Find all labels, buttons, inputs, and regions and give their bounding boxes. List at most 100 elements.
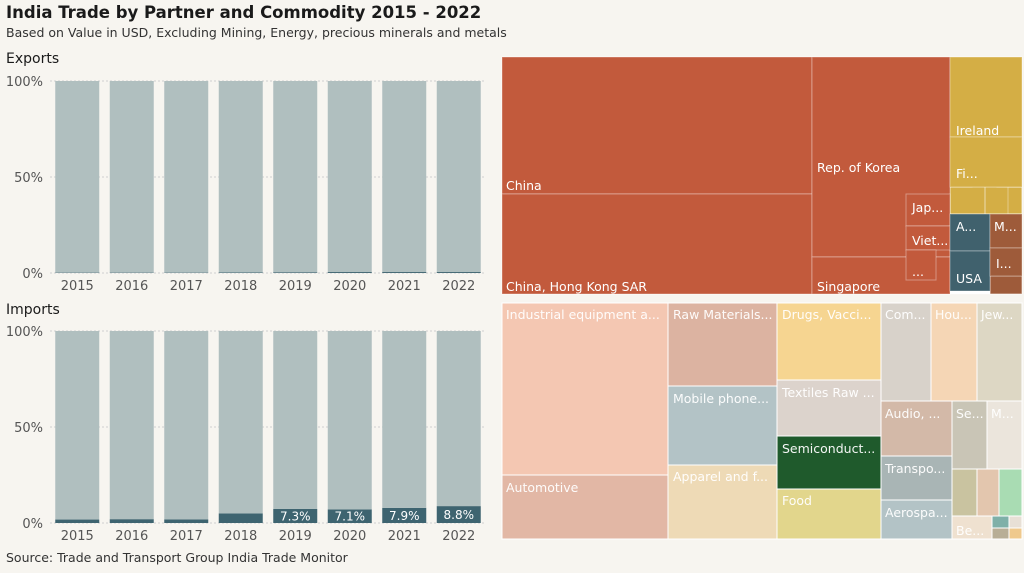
exports-bar-2018-s0 xyxy=(218,272,263,273)
partner-cell--7-label: ... xyxy=(912,264,924,279)
imports-x-tick-label: 2019 xyxy=(279,529,312,544)
imports-x-tick-label: 2021 xyxy=(388,529,421,544)
exports-x-tick-label: 2022 xyxy=(442,279,475,294)
imports-x-tick-label: 2020 xyxy=(333,529,366,544)
commodity-cell-jew-11-label: Jew... xyxy=(980,307,1013,322)
exports-y-tick-label: 0% xyxy=(22,267,43,282)
commodity-cell-m-14-label: M... xyxy=(991,406,1014,421)
partner-cell-i-14 xyxy=(989,247,1023,277)
imports-bar-2017-s0 xyxy=(164,519,209,523)
imports-bar-2015-s0 xyxy=(55,519,100,523)
imports-bar-2021-s0 xyxy=(382,507,427,523)
commodity-cell-mobile-phone-3-label: Mobile phone... xyxy=(673,391,769,406)
commodity-cell-hou-10-label: Hou... xyxy=(935,307,972,322)
partner-cell-china-1-label: China xyxy=(506,178,542,193)
commodity-cell-raw-materials-2-label: Raw Materials... xyxy=(673,307,772,322)
commodity-cell-food-8-label: Food xyxy=(782,493,812,508)
imports-x-tick-label: 2017 xyxy=(170,529,203,544)
partner-cell--7 xyxy=(905,249,937,281)
partner-cell-jap-5-label: Jap... xyxy=(911,200,943,215)
commodity-cell-industrial-equipment-a-0-label: Industrial equipment a... xyxy=(506,307,660,322)
page-title: India Trade by Partner and Commodity 201… xyxy=(6,3,482,22)
partner-cell-china-hong-kong-sar-2 xyxy=(501,193,813,295)
imports-x-tick-label: 2015 xyxy=(61,529,94,544)
exports-bar-2018-s1 xyxy=(218,81,263,273)
imports-bar-2022-s1 xyxy=(436,331,481,507)
imports-bar-2016-s1 xyxy=(109,331,154,520)
exports-x-tick-label: 2017 xyxy=(170,279,203,294)
exports-bar-2017-s1 xyxy=(164,81,209,273)
partner-cell-fi-10-label: Fi... xyxy=(956,166,978,181)
commodity-cell-apparel-and-f-4 xyxy=(667,464,778,540)
imports-bar-2019-s1 xyxy=(273,331,318,509)
commodity-cell-be-17-label: Be... xyxy=(956,523,984,538)
commodity-cell-drugs-vacci-5 xyxy=(776,302,882,381)
commodity-small-cell-0 xyxy=(951,468,978,517)
commodity-cell-apparel-and-f-4-label: Apparel and f... xyxy=(673,469,768,484)
exports-x-tick-label: 2020 xyxy=(333,279,366,294)
commodity-cell-textiles-raw-6-label: Textiles Raw ... xyxy=(781,385,875,400)
commodity-cell-industrial-equipment-a-0 xyxy=(501,302,669,476)
imports-bar-2022-s0 xyxy=(436,506,481,523)
imports-bar-2019-s0 xyxy=(273,508,318,523)
imports-data-label: 8.8% xyxy=(444,508,475,522)
commodity-cell-semiconduct-7 xyxy=(776,435,882,490)
commodity-cell-audio-12-label: Audio, ... xyxy=(885,406,940,421)
commodity-cell-aerospa-16-label: Aerospa... xyxy=(885,505,948,520)
commodity-small-cell-2 xyxy=(998,468,1023,517)
exports-chart-title: Exports xyxy=(6,51,60,67)
imports-y-tick-label: 50% xyxy=(14,421,43,436)
exports-bar-2020-s1 xyxy=(327,81,372,273)
exports-x-tick-label: 2019 xyxy=(279,279,312,294)
commodity-cell-food-8 xyxy=(776,488,882,540)
commodity-cell-semiconduct-7-label: Semiconduct... xyxy=(782,441,875,456)
imports-bar-2018-s0 xyxy=(218,513,263,523)
imports-x-tick-label: 2022 xyxy=(442,529,475,544)
imports-bar-2017-s1 xyxy=(164,331,209,520)
exports-bar-2021-s1 xyxy=(382,81,427,273)
exports-bar-2015-s1 xyxy=(55,81,100,273)
partner-cell-usa-12-label: USA xyxy=(956,271,982,286)
exports-bar-2016-s1 xyxy=(109,81,154,273)
commodity-small-cell-3 xyxy=(991,515,1010,529)
commodity-cell-com-9-label: Com... xyxy=(885,307,925,322)
source-note: Source: Trade and Transport Group India … xyxy=(6,550,348,565)
commodity-cell-hou-10 xyxy=(930,302,978,402)
commodity-cell-automotive-1-label: Automotive xyxy=(506,480,579,495)
imports-bar-2021-s1 xyxy=(382,331,427,508)
commodity-cell-raw-materials-2 xyxy=(667,302,778,387)
partner-cell-a-11-label: A... xyxy=(956,219,976,234)
partner-cell-usa-12 xyxy=(949,250,991,292)
commodity-cell-mobile-phone-3 xyxy=(667,385,778,466)
exports-y-tick-label: 50% xyxy=(14,171,43,186)
commodity-cell-se-13-label: Se... xyxy=(956,406,984,421)
exports-x-tick-label: 2015 xyxy=(61,279,94,294)
commodity-cell-drugs-vacci-5-label: Drugs, Vacci... xyxy=(782,307,871,322)
partner-cell-ireland-9-label: Ireland xyxy=(956,123,999,138)
commodity-cell-com-9 xyxy=(880,302,932,402)
exports-x-tick-label: 2021 xyxy=(388,279,421,294)
commodity-small-cell-1 xyxy=(976,468,1000,517)
partner-cell-m-13 xyxy=(989,213,1023,249)
partner-cell-china-hong-kong-sar-2-label: China, Hong Kong SAR xyxy=(506,279,647,294)
partner-cell-rep-of-korea-3-label: Rep. of Korea xyxy=(817,160,900,175)
exports-bar-2022-s1 xyxy=(436,81,481,273)
partner-cell-viet-6-label: Viet... xyxy=(912,233,948,248)
imports-x-tick-label: 2018 xyxy=(224,529,257,544)
exports-bar-2019-s0 xyxy=(273,272,318,273)
exports-bar-2021-s0 xyxy=(382,272,427,273)
imports-y-tick-label: 100% xyxy=(6,325,43,340)
page-subtitle: Based on Value in USD, Excluding Mining,… xyxy=(6,25,507,40)
partner-cell-m-13-label: M... xyxy=(994,219,1017,234)
commodity-cell-automotive-1 xyxy=(501,474,669,540)
imports-bar-2016-s0 xyxy=(109,519,154,523)
exports-bar-2019-s1 xyxy=(273,81,318,273)
imports-chart-title: Imports xyxy=(6,302,60,318)
imports-bar-2015-s1 xyxy=(55,331,100,520)
imports-bar-2020-s0 xyxy=(327,509,372,523)
exports-x-tick-label: 2018 xyxy=(224,279,257,294)
partner-cell-china-1 xyxy=(501,56,813,195)
partner-cell-a-11 xyxy=(949,213,991,252)
partner-cell-i-14-label: I... xyxy=(996,256,1012,271)
